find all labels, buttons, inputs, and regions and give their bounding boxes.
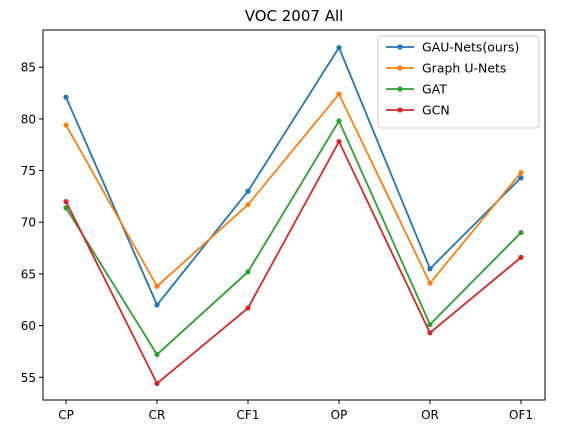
y-tick-label: 80 bbox=[21, 112, 36, 126]
y-tick-label: 55 bbox=[21, 371, 36, 385]
legend-label: Graph U-Nets bbox=[422, 61, 506, 76]
data-point bbox=[63, 198, 69, 205]
data-point bbox=[154, 302, 160, 308]
x-tick-label: CF1 bbox=[237, 408, 260, 422]
legend-marker bbox=[397, 86, 403, 92]
data-point bbox=[518, 175, 524, 181]
series-line bbox=[65, 140, 522, 385]
chart-title: VOC 2007 All bbox=[245, 7, 344, 25]
data-point bbox=[336, 44, 342, 51]
legend-label: GCN bbox=[422, 103, 450, 118]
legend-label: GAU-Nets(ours) bbox=[422, 40, 519, 55]
data-point bbox=[154, 283, 160, 289]
legend-marker bbox=[397, 44, 403, 50]
y-tick-label: 70 bbox=[21, 216, 36, 230]
x-tick-label: OF1 bbox=[509, 408, 533, 422]
y-tick-label: 75 bbox=[21, 164, 36, 178]
data-point bbox=[518, 229, 524, 236]
legend-label: GAT bbox=[422, 82, 447, 97]
series-line bbox=[65, 93, 522, 288]
x-tick-label: CR bbox=[149, 408, 166, 422]
y-axis: 55 60 65 70 75 80 85 bbox=[21, 61, 43, 385]
data-point bbox=[63, 94, 69, 100]
x-tick-label: CP bbox=[58, 408, 74, 422]
x-tick-label: OP bbox=[331, 408, 348, 422]
series-layer bbox=[63, 44, 524, 387]
data-point bbox=[427, 280, 433, 286]
data-point bbox=[154, 351, 160, 358]
data-point bbox=[518, 170, 524, 176]
plot-frame bbox=[42, 29, 546, 401]
data-point bbox=[336, 139, 342, 145]
data-point bbox=[245, 269, 251, 275]
data-point bbox=[245, 305, 251, 311]
data-point bbox=[427, 266, 433, 272]
y-tick-label: 85 bbox=[21, 61, 36, 75]
data-point bbox=[336, 91, 342, 97]
y-tick-label: 60 bbox=[21, 319, 36, 333]
series-line bbox=[65, 120, 522, 356]
legend: GAU-Nets(ours) Graph U-Nets GAT GCN bbox=[377, 35, 540, 129]
series-gau-nets-ours bbox=[63, 44, 524, 308]
legend-marker bbox=[397, 107, 403, 113]
data-point bbox=[336, 118, 342, 124]
series-line bbox=[65, 46, 522, 306]
series-gat bbox=[63, 118, 524, 358]
series-gcn bbox=[63, 139, 524, 387]
x-axis: CP CR CF1 OP OR OF1 bbox=[58, 400, 533, 422]
data-point bbox=[63, 205, 69, 211]
data-point bbox=[427, 330, 433, 336]
data-point bbox=[63, 122, 69, 128]
data-point bbox=[427, 321, 433, 328]
data-point bbox=[154, 380, 160, 387]
legend-marker bbox=[397, 65, 403, 71]
y-tick-label: 65 bbox=[21, 267, 36, 281]
series-graph-u-nets bbox=[63, 91, 524, 289]
legend-box bbox=[377, 35, 540, 129]
data-point bbox=[245, 188, 251, 194]
data-point bbox=[518, 254, 524, 260]
data-point bbox=[245, 202, 251, 208]
x-tick-label: OR bbox=[421, 408, 439, 422]
